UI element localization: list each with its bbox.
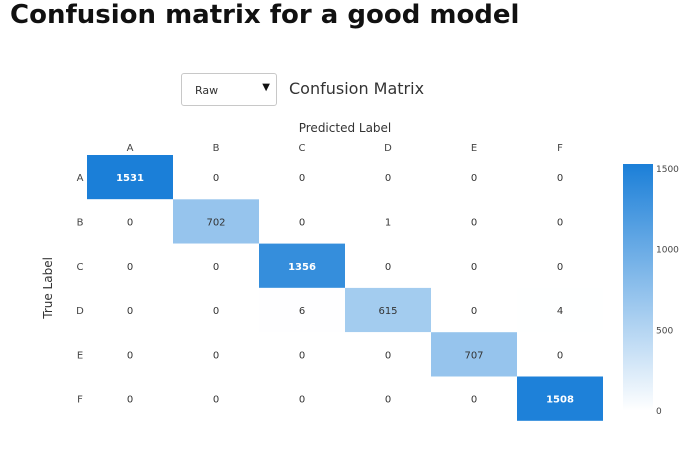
y-tick-label: F bbox=[77, 395, 83, 406]
colorbar-tick-label: 1500 bbox=[656, 165, 679, 175]
heatmap-cell bbox=[259, 376, 345, 421]
heatmap-cell bbox=[345, 332, 431, 377]
cell-value-label: 0 bbox=[557, 173, 563, 184]
cell-value-label: 0 bbox=[557, 350, 563, 361]
x-tick-label: F bbox=[557, 143, 563, 154]
heatmap-cell bbox=[87, 243, 173, 288]
cell-value-label: 702 bbox=[206, 217, 225, 228]
heatmap-cell bbox=[173, 287, 259, 333]
view-mode-value: Raw bbox=[195, 84, 219, 97]
x-tick-label: D bbox=[384, 143, 392, 154]
colorbar-tick-label: 1000 bbox=[656, 246, 679, 256]
heatmap-cell bbox=[259, 243, 345, 288]
cell-value-label: 707 bbox=[464, 350, 483, 361]
cell-value-label: 0 bbox=[471, 217, 477, 228]
heatmap-cell bbox=[259, 155, 345, 200]
cell-value-label: 1531 bbox=[116, 173, 144, 184]
page-title: Confusion matrix for a good model bbox=[10, 0, 520, 30]
heatmap-cell bbox=[431, 376, 517, 421]
x-tick-label: B bbox=[213, 143, 220, 154]
heatmap-cell bbox=[517, 332, 603, 377]
cell-value-label: 0 bbox=[471, 262, 477, 273]
cell-value-label: 4 bbox=[557, 306, 563, 317]
x-tick-label: A bbox=[127, 143, 134, 154]
cell-value-label: 0 bbox=[213, 173, 219, 184]
cell-value-label: 0 bbox=[127, 306, 133, 317]
y-tick-label: C bbox=[77, 262, 84, 273]
cell-value-label: 0 bbox=[471, 395, 477, 406]
cell-value-label: 1356 bbox=[288, 262, 316, 273]
cell-value-label: 0 bbox=[299, 350, 305, 361]
heatmap-cell bbox=[517, 287, 603, 333]
cell-value-label: 0 bbox=[127, 262, 133, 273]
cell-value-label: 0 bbox=[471, 173, 477, 184]
colorbar bbox=[623, 164, 653, 411]
cell-value-label: 0 bbox=[385, 350, 391, 361]
heatmap-cell bbox=[87, 376, 173, 421]
y-axis-title: True Label bbox=[41, 257, 55, 320]
cell-value-label: 0 bbox=[213, 350, 219, 361]
cell-value-label: 6 bbox=[299, 306, 305, 317]
chart-title: Confusion Matrix bbox=[289, 79, 425, 98]
y-tick-label: B bbox=[77, 217, 84, 228]
cell-value-label: 615 bbox=[378, 306, 397, 317]
heatmap-cell bbox=[431, 155, 517, 200]
colorbar-tick-label: 500 bbox=[656, 326, 673, 336]
heatmap-cell bbox=[173, 332, 259, 377]
heatmap-cell bbox=[345, 199, 431, 244]
heatmap-cell bbox=[87, 155, 173, 200]
heatmap-cell bbox=[517, 199, 603, 244]
cell-value-label: 0 bbox=[557, 217, 563, 228]
heatmap-cell bbox=[259, 332, 345, 377]
cell-value-label: 0 bbox=[213, 395, 219, 406]
heatmap-cell bbox=[173, 243, 259, 288]
cell-value-label: 0 bbox=[299, 395, 305, 406]
heatmap-cell bbox=[173, 376, 259, 421]
cell-value-label: 0 bbox=[213, 306, 219, 317]
cell-value-label: 1 bbox=[385, 217, 391, 228]
chevron-down-icon: ▼ bbox=[262, 82, 270, 93]
colorbar-tick-label: 0 bbox=[656, 407, 662, 417]
x-axis-title: Predicted Label bbox=[299, 121, 392, 135]
heatmap-cell bbox=[345, 243, 431, 288]
y-tick-label: D bbox=[76, 306, 84, 317]
y-tick-label: E bbox=[77, 350, 83, 361]
cell-value-label: 0 bbox=[385, 173, 391, 184]
heatmap-cell bbox=[173, 199, 259, 244]
cell-value-label: 1508 bbox=[546, 395, 574, 406]
heatmap-cell bbox=[345, 155, 431, 200]
heatmap-cell bbox=[345, 287, 431, 333]
heatmap-cell bbox=[87, 199, 173, 244]
heatmap-cell bbox=[87, 287, 173, 333]
cell-value-label: 0 bbox=[385, 262, 391, 273]
cell-value-label: 0 bbox=[557, 262, 563, 273]
heatmap-cell bbox=[259, 199, 345, 244]
heatmap-cell bbox=[87, 332, 173, 377]
x-tick-label: E bbox=[471, 143, 477, 154]
heatmap-cell bbox=[431, 243, 517, 288]
cell-value-label: 0 bbox=[213, 262, 219, 273]
x-tick-label: C bbox=[299, 143, 306, 154]
heatmap-cell bbox=[517, 155, 603, 200]
heatmap-cell bbox=[259, 287, 345, 333]
y-tick-label: A bbox=[77, 173, 84, 184]
cell-value-label: 0 bbox=[127, 217, 133, 228]
cell-value-label: 0 bbox=[299, 217, 305, 228]
heatmap-cell bbox=[517, 376, 603, 421]
cell-value-label: 0 bbox=[471, 306, 477, 317]
cell-value-label: 0 bbox=[127, 350, 133, 361]
heatmap-cell bbox=[517, 243, 603, 288]
heatmap-cell bbox=[431, 199, 517, 244]
cell-value-label: 0 bbox=[299, 173, 305, 184]
cell-value-label: 0 bbox=[385, 395, 391, 406]
heatmap-cell bbox=[345, 376, 431, 421]
cell-value-label: 0 bbox=[127, 395, 133, 406]
heatmap-cell bbox=[431, 287, 517, 333]
heatmap-cell bbox=[173, 155, 259, 200]
view-mode-select[interactable]: Raw ▼ bbox=[181, 73, 277, 106]
heatmap-cell bbox=[431, 332, 517, 377]
